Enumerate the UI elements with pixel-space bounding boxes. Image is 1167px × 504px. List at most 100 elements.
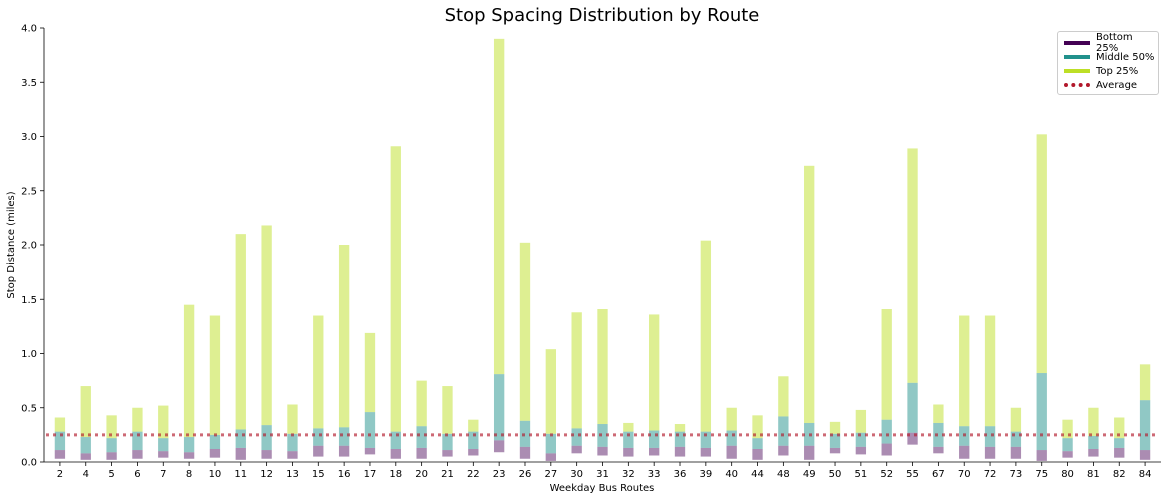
bar-top-route-2 <box>54 417 66 432</box>
legend-item-top: Top 25% <box>1064 64 1138 78</box>
bar-top-route-4 <box>80 386 91 438</box>
bar-bottom-route-73 <box>1010 446 1022 459</box>
y-tick-label: 0.0 <box>21 458 37 469</box>
legend: Bottom 25% Middle 50% Top 25% Average <box>1057 31 1159 95</box>
x-tick-label: 40 <box>725 469 738 480</box>
bar-top-route-82 <box>1114 417 1125 439</box>
bar-middle-route-51 <box>855 432 867 447</box>
bar-middle-route-16 <box>338 427 350 446</box>
bar-bottom-route-81 <box>1088 448 1099 457</box>
bar-top-route-16 <box>338 245 350 428</box>
x-tick-label: 5 <box>108 469 114 480</box>
x-tick-label: 17 <box>364 469 377 480</box>
legend-label-average: Average <box>1096 79 1138 91</box>
x-tick-label: 13 <box>286 469 299 480</box>
bar-bottom-route-70 <box>959 445 970 459</box>
bar-middle-route-13 <box>287 433 298 452</box>
bar-top-route-36 <box>674 424 686 432</box>
x-tick-label: 44 <box>751 469 764 480</box>
bar-top-route-22 <box>468 419 479 432</box>
legend-label-middle: Middle 50% <box>1096 51 1155 63</box>
bar-top-route-40 <box>726 407 737 431</box>
bar-bottom-route-80 <box>1062 451 1073 458</box>
bar-top-route-20 <box>416 380 427 427</box>
y-axis-label: Stop Distance (miles) <box>6 191 17 298</box>
bar-middle-route-30 <box>571 428 582 446</box>
bar-top-route-48 <box>778 376 789 417</box>
bar-middle-route-2 <box>54 431 66 451</box>
bar-top-route-15 <box>313 315 324 429</box>
bar-middle-route-55 <box>907 382 918 433</box>
bar-middle-route-22 <box>468 431 479 449</box>
bar-bottom-route-52 <box>881 443 892 456</box>
bar-bottom-route-32 <box>623 447 634 457</box>
x-tick-label: 39 <box>699 469 712 480</box>
bar-bottom-route-17 <box>364 447 376 455</box>
bar-top-route-44 <box>752 415 763 439</box>
bar-bottom-route-51 <box>855 446 867 455</box>
bar-bottom-route-27 <box>545 453 556 461</box>
bar-top-route-30 <box>571 312 582 429</box>
legend-label-bottom: Bottom 25% <box>1095 32 1133 54</box>
bar-middle-route-21 <box>442 433 453 451</box>
bar-top-route-13 <box>287 404 298 434</box>
bar-middle-route-72 <box>984 426 996 447</box>
bar-middle-route-81 <box>1088 435 1099 449</box>
bar-middle-route-11 <box>235 429 246 448</box>
bar-middle-route-44 <box>752 438 763 449</box>
bar-bottom-route-84 <box>1139 450 1151 460</box>
x-tick-label: 16 <box>338 469 351 480</box>
bar-middle-route-27 <box>545 433 556 454</box>
bar-top-route-84 <box>1139 364 1151 401</box>
legend-swatch-middle <box>1064 55 1090 59</box>
bar-bottom-route-21 <box>442 450 453 457</box>
x-tick-label: 72 <box>984 469 997 480</box>
bar-middle-route-36 <box>674 431 686 447</box>
bar-top-route-23 <box>493 38 505 375</box>
x-tick-label: 82 <box>1113 469 1126 480</box>
bar-middle-route-12 <box>261 425 272 451</box>
x-tick-label: 52 <box>880 469 893 480</box>
bar-middle-route-4 <box>80 437 91 454</box>
x-tick-label: 32 <box>622 469 635 480</box>
bar-top-route-27 <box>545 349 556 434</box>
x-tick-label: 70 <box>958 469 971 480</box>
x-tick-label: 50 <box>829 469 842 480</box>
bar-middle-route-67 <box>933 422 944 447</box>
bar-bottom-route-7 <box>158 451 169 458</box>
x-tick-label: 26 <box>519 469 532 480</box>
bar-top-route-10 <box>209 315 221 435</box>
legend-swatch-bottom <box>1064 41 1090 45</box>
bar-bottom-route-48 <box>778 445 789 456</box>
x-tick-label: 7 <box>160 469 166 480</box>
bar-middle-route-18 <box>390 431 401 449</box>
bar-top-route-21 <box>442 386 453 434</box>
chart-title: Stop Spacing Distribution by Route <box>445 5 760 26</box>
bar-middle-route-6 <box>132 431 143 451</box>
legend-label-top: Top 25% <box>1096 65 1139 77</box>
bar-top-route-26 <box>519 242 531 421</box>
bar-top-route-52 <box>881 309 892 420</box>
bar-top-route-81 <box>1088 407 1099 436</box>
y-tick-label: 1.5 <box>21 295 37 306</box>
bars-layer <box>46 38 1159 461</box>
y-tick-label: 0.5 <box>21 403 37 414</box>
bar-middle-route-75 <box>1036 373 1047 451</box>
bar-middle-route-40 <box>726 430 737 446</box>
bar-bottom-route-40 <box>726 445 737 459</box>
bar-bottom-route-6 <box>132 450 143 459</box>
bar-bottom-route-16 <box>338 445 350 457</box>
bar-middle-route-32 <box>623 431 634 448</box>
legend-swatch-average <box>1064 83 1090 87</box>
bar-middle-route-33 <box>649 430 660 448</box>
ticks-layer: 0.00.51.01.52.02.53.03.54.02 4 5 6 7 8 10 11 12 1… <box>21 24 1151 481</box>
bar-middle-route-50 <box>829 433 841 448</box>
y-tick-label: 3.5 <box>21 78 37 89</box>
bar-bottom-route-10 <box>209 448 221 458</box>
bar-bottom-route-72 <box>984 446 996 459</box>
bar-bottom-route-13 <box>287 451 298 459</box>
bar-top-route-70 <box>959 315 970 427</box>
bar-top-route-50 <box>829 421 841 434</box>
bar-bottom-route-22 <box>468 448 479 456</box>
